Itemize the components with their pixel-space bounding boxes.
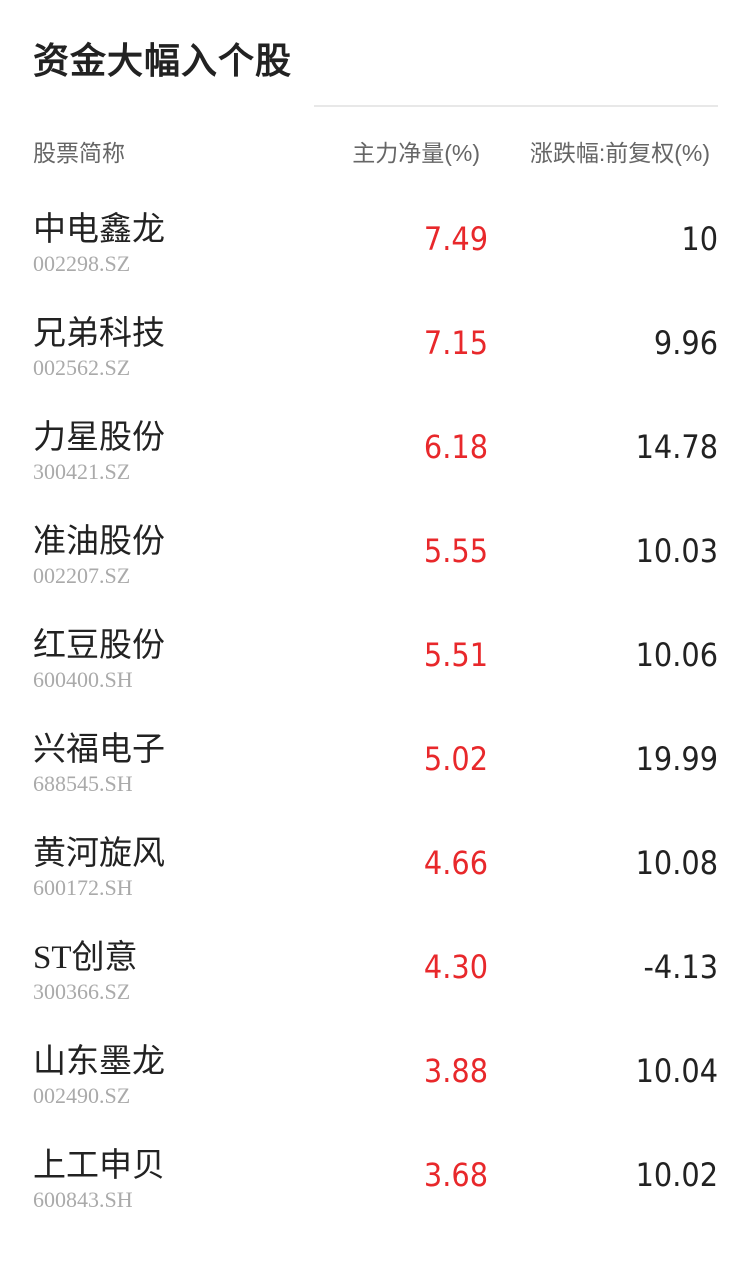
net-main-value: 4.66 xyxy=(423,844,488,882)
stock-name: 准油股份 xyxy=(33,524,165,560)
change-value: 10.08 xyxy=(635,844,718,882)
table-row[interactable]: ST创意 300366.SZ 4.30 -4.13 xyxy=(0,916,750,1020)
stock-name: 上工申贝 xyxy=(33,1148,165,1184)
change-value: 19.99 xyxy=(635,740,718,778)
change-value: -4.13 xyxy=(643,948,718,986)
stock-code: 002490.SZ xyxy=(33,1083,131,1108)
net-main-value: 5.51 xyxy=(423,636,488,674)
change-value: 10 xyxy=(681,220,718,258)
header-divider xyxy=(314,105,718,107)
stock-code: 002562.SZ xyxy=(33,355,131,380)
table-row[interactable]: 兴福电子 688545.SH 5.02 19.99 xyxy=(0,708,750,812)
stock-code: 300366.SZ xyxy=(33,979,131,1004)
table-row[interactable]: 山东墨龙 002490.SZ 3.88 10.04 xyxy=(0,1020,750,1124)
change-value: 10.02 xyxy=(635,1156,718,1194)
stock-name: 力星股份 xyxy=(33,420,165,456)
table-row[interactable]: 黄河旋风 600172.SH 4.66 10.08 xyxy=(0,812,750,916)
net-main-value: 7.49 xyxy=(423,220,488,258)
net-main-value: 5.02 xyxy=(423,740,488,778)
stock-name: 黄河旋风 xyxy=(33,836,165,872)
page-title: 资金大幅入个股 xyxy=(33,41,293,82)
table-row[interactable]: 力星股份 300421.SZ 6.18 14.78 xyxy=(0,396,750,500)
stock-name: 兄弟科技 xyxy=(33,316,165,352)
change-value: 10.06 xyxy=(635,636,718,674)
stock-code: 002298.SZ xyxy=(33,251,131,276)
net-main-value: 3.68 xyxy=(423,1156,488,1194)
stock-code: 002207.SZ xyxy=(33,563,131,588)
stock-code: 600400.SH xyxy=(33,667,133,692)
change-value: 10.04 xyxy=(635,1052,718,1090)
net-main-value: 6.18 xyxy=(423,428,488,466)
stock-name: ST创意 xyxy=(33,940,138,976)
column-header-net-main[interactable]: 主力净量(%) xyxy=(352,140,480,166)
table-row[interactable]: 准油股份 002207.SZ 5.55 10.03 xyxy=(0,500,750,604)
net-main-value: 3.88 xyxy=(423,1052,488,1090)
table-row[interactable]: 兄弟科技 002562.SZ 7.15 9.96 xyxy=(0,292,750,396)
stock-code: 600843.SH xyxy=(33,1187,133,1212)
net-main-value: 4.30 xyxy=(423,948,488,986)
stock-name: 兴福电子 xyxy=(33,732,165,768)
change-value: 14.78 xyxy=(635,428,718,466)
stock-code: 300421.SZ xyxy=(33,459,131,484)
stock-code: 600172.SH xyxy=(33,875,133,900)
stock-code: 688545.SH xyxy=(33,771,133,796)
stock-name: 中电鑫龙 xyxy=(33,212,165,248)
table-row[interactable]: 上工申贝 600843.SH 3.68 10.02 xyxy=(0,1124,750,1228)
column-header-name: 股票简称 xyxy=(33,140,125,166)
stock-name: 红豆股份 xyxy=(33,628,165,664)
net-main-value: 7.15 xyxy=(423,324,488,362)
change-value: 10.03 xyxy=(635,532,718,570)
column-header-change[interactable]: 涨跌幅:前复权(%) xyxy=(529,140,710,166)
table-row[interactable]: 中电鑫龙 002298.SZ 7.49 10 xyxy=(0,188,750,292)
change-value: 9.96 xyxy=(653,324,718,362)
table-row[interactable]: 红豆股份 600400.SH 5.51 10.06 xyxy=(0,604,750,708)
stock-name: 山东墨龙 xyxy=(33,1044,165,1080)
stock-table: 中电鑫龙 002298.SZ 7.49 10 兄弟科技 002562.SZ 7.15 9.96… xyxy=(0,188,750,1228)
net-main-value: 5.55 xyxy=(423,532,488,570)
